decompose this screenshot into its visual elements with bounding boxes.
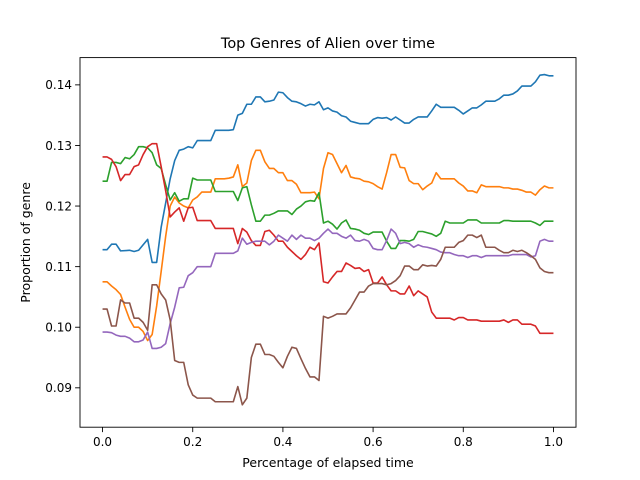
y-axis-ticks: 0.09 0.10 0.11 0.12 0.13 0.14: [45, 78, 80, 395]
series-line-2: [102, 149, 554, 342]
x-tick-label: 0.8: [454, 435, 473, 449]
x-tick-label: 1.0: [544, 435, 563, 449]
series-line-4: [102, 142, 554, 335]
series-line-5: [102, 228, 554, 350]
x-tick-label: 0.4: [273, 435, 292, 449]
y-tick-label: 0.11: [45, 260, 72, 274]
series-line-6: [102, 234, 554, 406]
y-tick-label: 0.12: [45, 199, 72, 213]
x-axis-ticks: 0.0 0.2 0.4 0.6 0.8 1.0: [93, 427, 563, 449]
series-line-3: [102, 145, 554, 250]
x-tick-label: 0.2: [183, 435, 202, 449]
y-tick-label: 0.10: [45, 321, 72, 335]
chart-title: Top Genres of Alien over time: [220, 36, 435, 52]
y-tick-label: 0.09: [45, 381, 72, 395]
series-line-1: [102, 73, 554, 264]
x-tick-label: 0.6: [364, 435, 383, 449]
axes-frame: [79, 57, 577, 428]
x-tick-label: 0.0: [93, 435, 112, 449]
y-tick-label: 0.14: [45, 78, 72, 92]
series-layer: [102, 73, 554, 406]
y-tick-label: 0.13: [45, 139, 72, 153]
y-axis-label: Proportion of genre: [18, 182, 33, 303]
x-axis-label: Percentage of elapsed time: [242, 455, 414, 470]
